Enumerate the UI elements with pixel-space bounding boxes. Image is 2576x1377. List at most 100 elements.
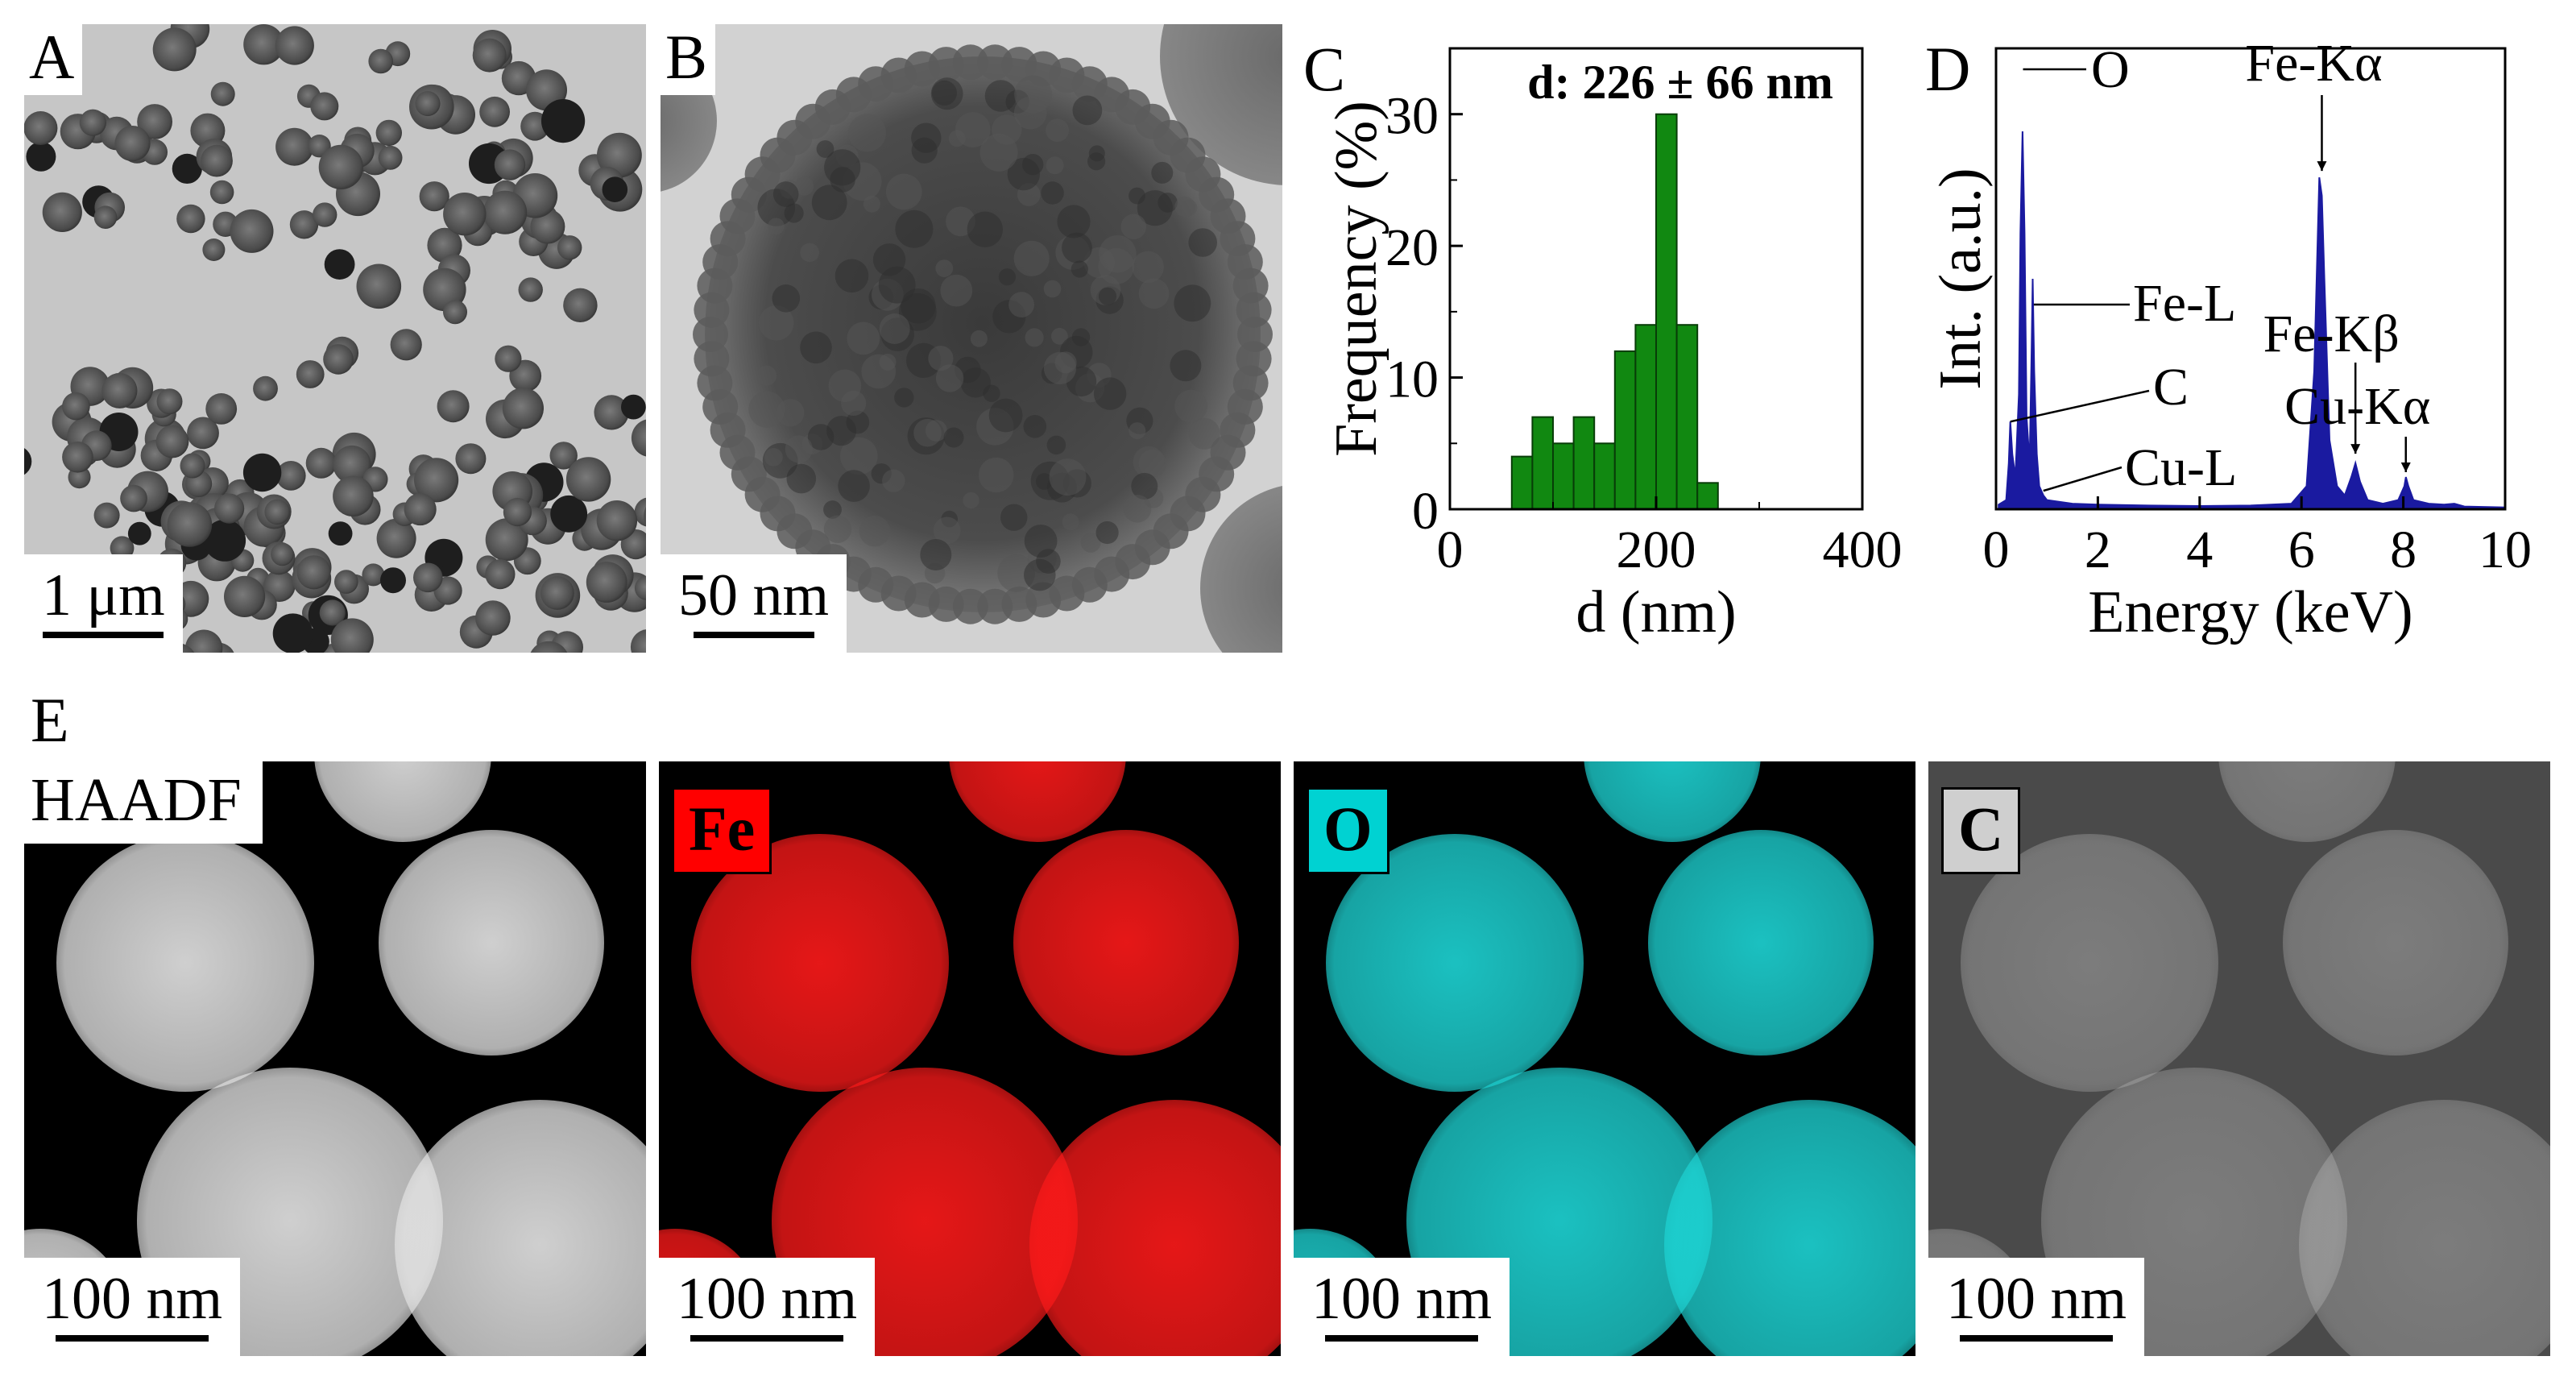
tem-particle (380, 567, 406, 594)
tem-particle (272, 613, 313, 653)
tem-particle (264, 499, 290, 525)
particle-texture (786, 463, 817, 494)
tem-particle (62, 392, 90, 421)
particle-texture (1007, 157, 1040, 191)
x-tick-label: 2 (2085, 521, 2111, 579)
particle-texture (1151, 161, 1174, 184)
particle-texture (920, 539, 952, 570)
tem-particle (586, 562, 627, 603)
particle-texture (928, 346, 954, 371)
tem-particle (565, 457, 611, 502)
tem-particle (330, 618, 374, 653)
tem-particle (375, 119, 402, 147)
particle-texture (835, 259, 869, 293)
panel-label-b: B (661, 24, 716, 95)
histogram-bar (1552, 442, 1575, 510)
tem-overview-particles (24, 24, 646, 653)
particle-texture (800, 331, 832, 364)
tem-particle (101, 372, 138, 409)
panel-label-e: E (31, 685, 69, 755)
y-axis-label: Int. (a.u.) (1928, 168, 1994, 389)
tem-particle (42, 192, 82, 232)
tem-particle (362, 563, 385, 587)
tem-particle (275, 461, 306, 491)
particle-texture (885, 173, 922, 210)
panel-b-tem-image: B 50 nm (661, 24, 1282, 653)
particle-texture (830, 167, 855, 193)
panel-label-d: D (1925, 34, 1970, 104)
particle-texture (1138, 278, 1170, 309)
tem-particle (275, 127, 314, 166)
map-particle (1013, 830, 1239, 1056)
scale-bar-a: 1 μm (24, 554, 183, 653)
map-panel-c: C 100 nm (1928, 761, 2550, 1356)
particle-texture (1123, 495, 1152, 523)
tem-particle (110, 536, 135, 561)
y-tick-label: 30 (1385, 87, 1439, 146)
tem-particle (634, 575, 646, 600)
particle-texture (1062, 513, 1079, 531)
tem-particle (502, 388, 545, 429)
particle-texture (1087, 152, 1106, 171)
map-label-haadf: HAADF (24, 761, 263, 844)
particle-texture (807, 424, 835, 450)
tem-particle (333, 475, 374, 517)
tem-particle (475, 600, 511, 636)
tem-particle (242, 453, 282, 492)
tem-particle (433, 543, 458, 568)
particle-texture (1098, 287, 1117, 305)
particle-texture (838, 470, 870, 502)
peak-label: Fe-Kα (2245, 34, 2382, 93)
tem-particle (243, 24, 284, 65)
peak-arrowhead (2400, 462, 2411, 472)
particle-texture (894, 388, 914, 408)
x-tick-label: 400 (1823, 521, 1903, 579)
scale-line-haadf (56, 1335, 209, 1342)
tem-particle (93, 502, 120, 529)
tem-particle (503, 497, 532, 527)
tem-particle (271, 542, 294, 566)
histogram-bar (1510, 455, 1534, 510)
particle-texture (1041, 181, 1064, 205)
map-label-o: O (1307, 787, 1389, 874)
map-particle (2283, 830, 2508, 1056)
tem-particle (224, 575, 266, 618)
particle-texture (768, 218, 785, 234)
particle-texture (1080, 533, 1101, 553)
particle-texture (930, 77, 963, 110)
tem-particle (204, 519, 246, 562)
particle-texture (943, 427, 964, 448)
particle-texture (1046, 435, 1066, 455)
histogram-bar (1675, 324, 1699, 511)
map-particle (56, 834, 314, 1092)
x-axis-label: Energy (keV) (2088, 579, 2412, 645)
tem-particle (137, 104, 173, 139)
panel-c-histogram: C 0 10 20 30 0 200 400 d (nm) Frequency (%) d: 22… (1289, 16, 1917, 661)
particle-texture (1057, 205, 1091, 238)
tem-particle (631, 419, 646, 457)
tem-particle (253, 375, 278, 401)
tem-particle (630, 629, 646, 653)
particle-texture (963, 491, 979, 509)
particle-texture (1188, 417, 1220, 450)
tem-particle (172, 153, 202, 184)
tem-particle (305, 447, 337, 479)
histogram-bar (1613, 350, 1637, 510)
particle-texture (1093, 377, 1127, 410)
tem-particle (296, 555, 331, 590)
peak-label: O (2091, 40, 2130, 99)
x-tick-label: 6 (2288, 521, 2315, 579)
particle-texture (988, 398, 1023, 433)
scale-line-a (43, 632, 164, 638)
tem-particle (323, 344, 354, 375)
tem-particle (296, 360, 325, 388)
y-tick-label: 10 (1385, 350, 1439, 409)
tem-particle (594, 395, 629, 430)
tem-particle (334, 570, 358, 594)
particle-texture (878, 266, 916, 304)
tem-particle (114, 126, 151, 162)
panel-label-c: C (1303, 34, 1345, 104)
tem-particle (443, 300, 467, 325)
particle-texture (1043, 280, 1062, 298)
particle-texture (1043, 351, 1077, 384)
